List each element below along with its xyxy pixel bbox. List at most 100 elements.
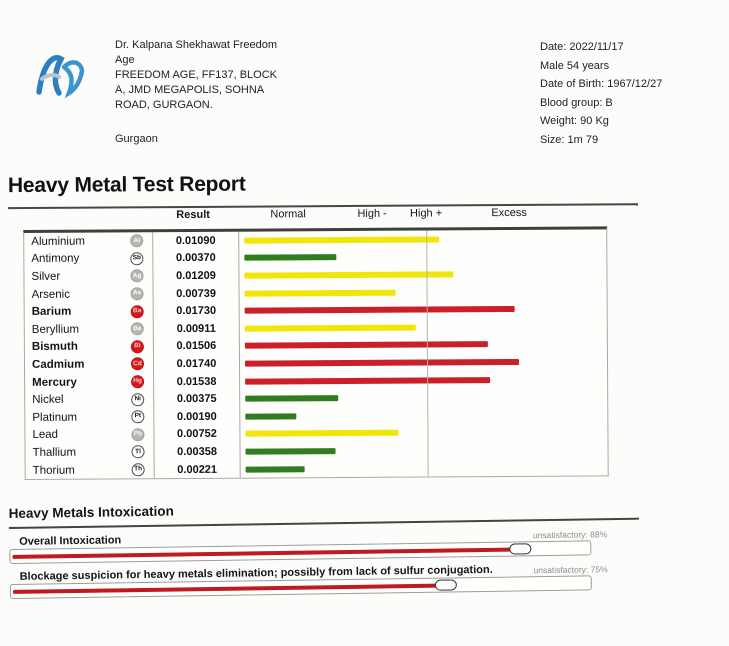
intoxication-item: Blockage suspicion for heavy metals elim…: [9, 562, 610, 599]
element-symbol-icon: Pb: [131, 428, 145, 442]
status-text: unsatisfactory: 75%: [533, 564, 608, 576]
result-bar: [244, 324, 416, 332]
metal-name: Arsenic: [31, 288, 70, 301]
result-cell: 0.00221: [153, 460, 240, 479]
clinic-city: Gurgaon: [115, 133, 158, 145]
element-symbol-icon: Bi: [130, 340, 144, 354]
result-cell: 0.00358: [153, 442, 240, 461]
clinic-address-line: A, JMD MEGAPOLIS, SOHNA: [115, 84, 265, 96]
result-bar: [245, 448, 336, 455]
bar-cell: [238, 334, 607, 355]
column-header-result: Result: [176, 208, 210, 222]
element-symbol-icon: As: [130, 287, 144, 301]
patient-info-line: Size: 1m 79: [540, 133, 599, 146]
result-value: 0.00752: [177, 428, 217, 441]
patient-info: Date: 2022/11/17 Male 54 years Date of B…: [540, 38, 725, 149]
result-cell: 0.00375: [153, 390, 240, 409]
result-value: 0.01090: [175, 234, 216, 247]
result-bar: [244, 271, 453, 279]
column-header-excess: Excess: [491, 206, 527, 220]
metal-name-cell: Lead Pb: [25, 428, 153, 442]
result-value: 0.01209: [176, 269, 216, 283]
metal-name: Barium: [31, 305, 72, 319]
clinic-address-line: Age: [115, 54, 135, 66]
bar-cell: [239, 370, 608, 391]
result-value: 0.00911: [176, 322, 216, 335]
metal-name: Thorium: [32, 464, 75, 477]
status-text: unsatisfactory: 88%: [532, 529, 608, 541]
bar-cell: [238, 247, 607, 267]
result-bar: [244, 254, 336, 262]
metal-name-cell: Beryllium Be: [25, 322, 153, 336]
metal-name-cell: Mercury Hg: [25, 375, 153, 389]
result-cell: 0.01209: [152, 266, 239, 285]
table-column-headers: Result Normal High - High + Excess: [23, 206, 605, 228]
slider-fill: [12, 546, 523, 559]
element-symbol-icon: Hg: [131, 375, 145, 389]
metal-name-cell: Antimony Sb: [24, 252, 152, 266]
clinic-address: Dr. Kalpana Shekhawat Freedom Age FREEDO…: [115, 38, 355, 147]
clinic-address-line: ROAD, GURGAON.: [115, 99, 213, 111]
metal-name: Platinum: [32, 411, 78, 424]
metal-name-cell: Cadmium Cd: [25, 357, 153, 372]
element-symbol-icon: Sb: [130, 252, 144, 266]
column-header-normal: Normal: [270, 208, 306, 221]
metal-name-cell: Barium Ba: [25, 304, 153, 319]
result-cell: 0.01538: [153, 372, 240, 391]
result-bar: [245, 376, 491, 385]
result-cell: 0.00739: [152, 284, 239, 303]
bar-cell: [239, 387, 608, 408]
bar-cell: [239, 405, 608, 426]
metal-name: Bismuth: [31, 341, 78, 354]
result-bar: [244, 289, 396, 297]
intoxication-label: Overall Intoxication: [19, 534, 122, 548]
clinic-address-line: Dr. Kalpana Shekhawat Freedom: [115, 39, 278, 51]
metal-name: Silver: [31, 270, 61, 283]
freedom-age-logo: [12, 26, 108, 122]
patient-info-line: Weight: 90 Kg: [540, 115, 609, 127]
metal-name: Beryllium: [31, 323, 80, 336]
element-symbol-icon: Al: [130, 234, 144, 248]
result-cell: 0.01090: [152, 231, 239, 250]
column-header-high-plus: High +: [409, 207, 443, 220]
result-cell: 0.00911: [152, 319, 239, 338]
metal-name-cell: Nickel Ni: [25, 392, 153, 407]
bar-cell: [238, 317, 607, 338]
metal-name: Thallium: [32, 446, 77, 459]
result-bar: [245, 465, 305, 473]
metal-name-cell: Aluminium Al: [24, 234, 152, 248]
metal-name-cell: Silver Ag: [24, 269, 152, 284]
result-value: 0.01506: [176, 340, 217, 353]
result-cell: 0.01730: [152, 302, 239, 321]
bar-cell: [239, 440, 608, 461]
element-symbol-icon: Be: [130, 322, 144, 336]
metal-name: Mercury: [32, 376, 77, 389]
result-value: 0.01740: [176, 357, 217, 370]
patient-info-line: Blood group: B: [540, 96, 613, 109]
slider-knob: [509, 543, 532, 555]
metal-name: Cadmium: [31, 358, 85, 371]
bar-cell: [238, 282, 607, 303]
result-cell: 0.01506: [152, 337, 239, 356]
result-cell: 0.00370: [152, 249, 239, 268]
bar-cell: [238, 352, 608, 373]
metal-name: Lead: [32, 429, 59, 442]
result-cell: 0.01740: [152, 354, 240, 373]
element-symbol-icon: Pt: [131, 410, 145, 424]
metal-name-cell: Arsenic As: [25, 287, 153, 301]
element-symbol-icon: Ba: [130, 304, 144, 318]
column-header-high-minus: High -: [357, 207, 387, 220]
result-value: 0.00739: [176, 287, 216, 300]
result-value: 0.00375: [176, 392, 217, 406]
result-bar: [245, 430, 399, 437]
logo-swirl-icon: [36, 55, 85, 99]
page-title: Heavy Metal Test Report: [7, 170, 639, 210]
result-bar: [244, 358, 520, 367]
metal-name-cell: Thorium Th: [26, 463, 154, 477]
metal-name-cell: Platinum Pt: [25, 410, 153, 424]
result-bar: [245, 413, 297, 420]
result-value: 0.00358: [177, 445, 217, 458]
bar-cell: [239, 422, 608, 443]
slider-fill: [12, 583, 448, 594]
